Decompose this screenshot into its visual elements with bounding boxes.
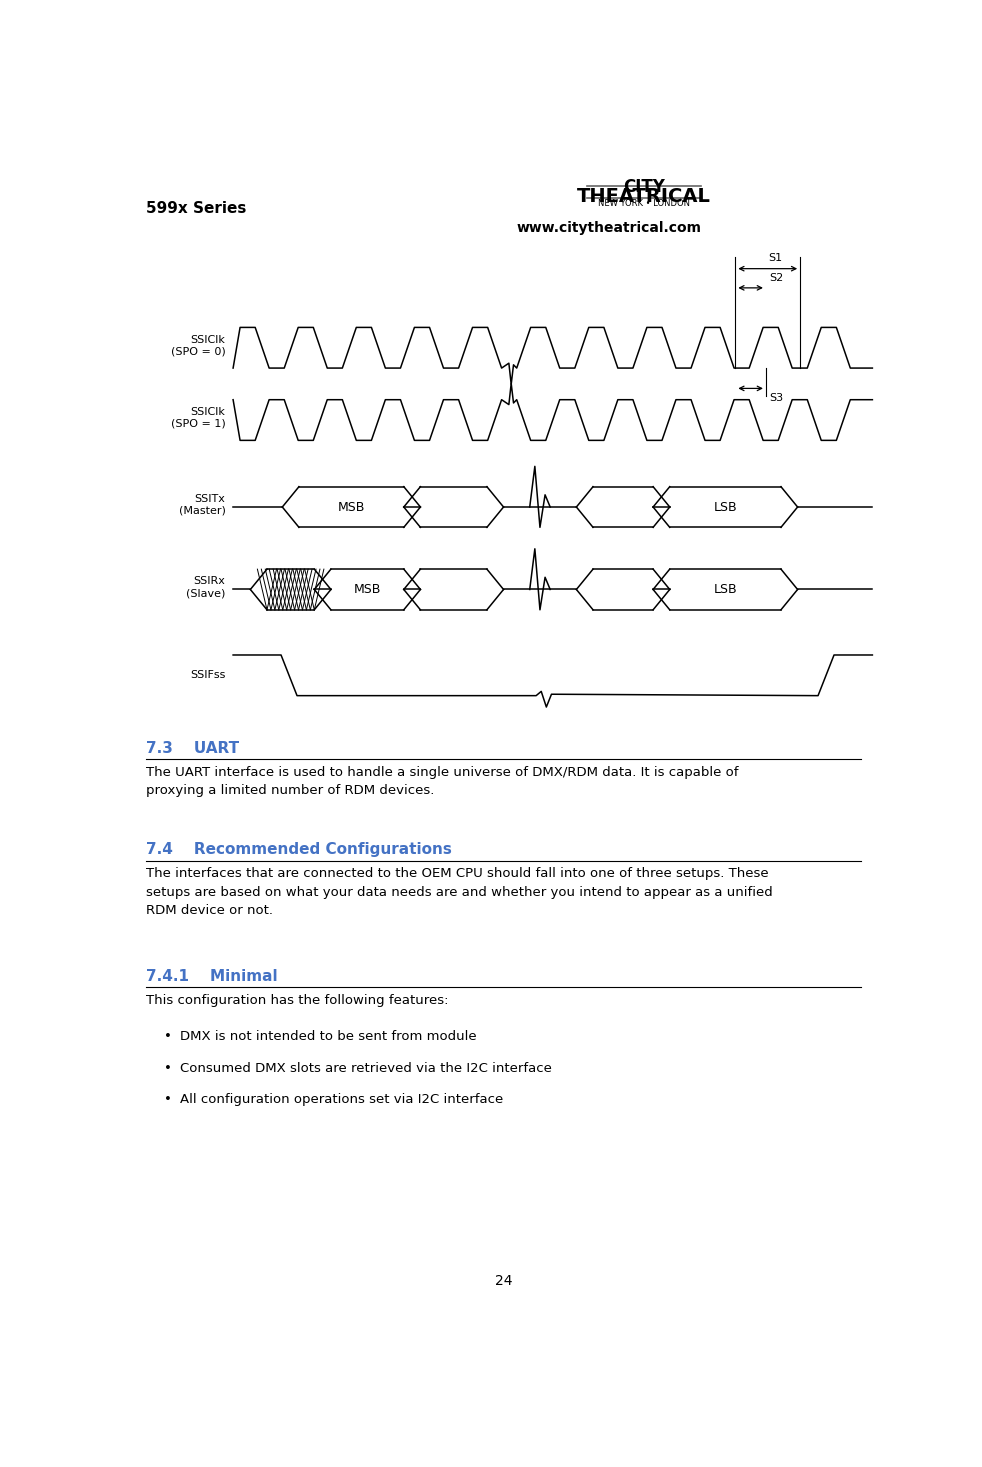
Text: 7.3    UART: 7.3 UART [145, 741, 239, 756]
Text: NEW YORK • LONDON: NEW YORK • LONDON [598, 198, 690, 208]
Text: 599x Series: 599x Series [145, 201, 246, 216]
Text: The UART interface is used to handle a single universe of DMX/RDM data. It is ca: The UART interface is used to handle a s… [145, 766, 738, 797]
Text: The interfaces that are connected to the OEM CPU should fall into one of three s: The interfaces that are connected to the… [145, 867, 772, 917]
Text: S1: S1 [768, 252, 783, 263]
Text: 7.4    Recommended Configurations: 7.4 Recommended Configurations [145, 842, 452, 858]
Text: THEATRICAL: THEATRICAL [577, 188, 711, 207]
Text: SSITx
(Master): SSITx (Master) [179, 494, 226, 515]
Text: This configuration has the following features:: This configuration has the following fea… [145, 993, 448, 1006]
Text: Consumed DMX slots are retrieved via the I2C interface: Consumed DMX slots are retrieved via the… [180, 1062, 552, 1075]
Text: CITY: CITY [624, 179, 665, 197]
Text: www.citytheatrical.com: www.citytheatrical.com [517, 222, 701, 235]
Text: SSIClk
(SPO = 1): SSIClk (SPO = 1) [171, 406, 226, 428]
Text: SSIClk
(SPO = 0): SSIClk (SPO = 0) [171, 334, 226, 356]
Text: 24: 24 [495, 1273, 512, 1288]
Text: All configuration operations set via I2C interface: All configuration operations set via I2C… [180, 1093, 503, 1106]
Text: SSIFss: SSIFss [191, 670, 226, 681]
Text: LSB: LSB [714, 500, 737, 513]
Text: •: • [164, 1093, 173, 1106]
Text: S3: S3 [770, 393, 784, 403]
Text: S2: S2 [770, 273, 784, 283]
Text: SSIRx
(Slave): SSIRx (Slave) [187, 577, 226, 599]
Text: •: • [164, 1062, 173, 1075]
Text: MSB: MSB [354, 582, 381, 596]
Text: •: • [164, 1030, 173, 1043]
Text: LSB: LSB [714, 582, 737, 596]
Text: 7.4.1    Minimal: 7.4.1 Minimal [145, 970, 277, 984]
Text: MSB: MSB [338, 500, 365, 513]
Text: DMX is not intended to be sent from module: DMX is not intended to be sent from modu… [180, 1030, 476, 1043]
